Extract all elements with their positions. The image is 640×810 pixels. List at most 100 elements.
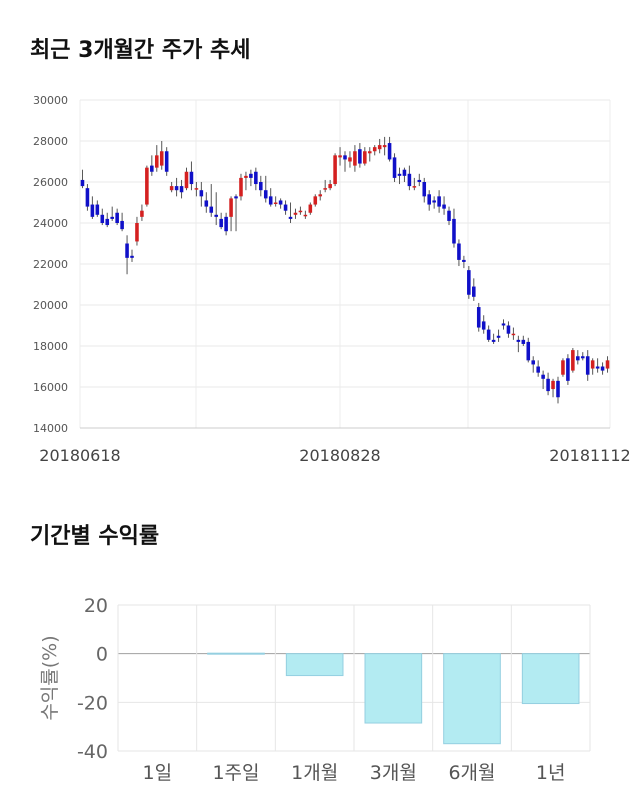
x-tick-label: 20180828 [299, 446, 380, 465]
candle-body [249, 173, 253, 178]
candle-body [353, 151, 357, 166]
candle-body [397, 173, 402, 176]
returns-chart-title: 기간별 수익률 [30, 524, 160, 549]
candle-body [462, 259, 466, 262]
price-chart-title: 최근 3개월간 주가 추세 [30, 38, 251, 63]
candle-body [100, 214, 105, 223]
y-tick-label: 18000 [33, 340, 68, 353]
candle-body [437, 196, 441, 207]
candle-body [145, 167, 149, 205]
candle-body [130, 255, 134, 258]
candle-body [427, 194, 431, 205]
candle-body [501, 323, 506, 326]
candle-body [585, 356, 590, 375]
x-tick-label: 3개월 [370, 762, 417, 784]
candle-body [283, 204, 288, 211]
candle-body [580, 356, 585, 359]
candle-body [229, 198, 233, 217]
candle-body [209, 206, 214, 213]
candle-body [516, 339, 521, 342]
candle-body [199, 190, 204, 197]
candle-body [343, 155, 347, 160]
candle-body [363, 151, 367, 164]
candle-body [407, 173, 412, 187]
candle-body [457, 243, 461, 260]
candle-body [278, 200, 283, 205]
candle-body [506, 325, 511, 334]
candle-body [214, 214, 218, 217]
return-bar [443, 653, 501, 745]
candle-body [268, 196, 273, 205]
return-bar [285, 653, 344, 677]
candle-body [189, 171, 194, 185]
candle-body [174, 186, 179, 191]
candle-body [600, 366, 605, 371]
candle-body [432, 200, 436, 203]
x-tick-label: 20180618 [39, 446, 120, 465]
candle-body [244, 175, 248, 178]
candle-body [571, 350, 575, 371]
candle-body [293, 212, 298, 215]
candle-body [486, 329, 491, 340]
candle-body [169, 186, 174, 191]
candle-body [303, 214, 308, 217]
candle-body [135, 223, 139, 242]
candle-body [259, 182, 263, 191]
candle-body [481, 321, 486, 330]
candle-body [328, 184, 332, 189]
y-tick-label: 28000 [33, 135, 68, 148]
period-returns-chart: 20 0 -20 -40 1일 1주일 1개월 3개월 6개월 1년 수익률(%) [39, 595, 591, 784]
candle-body [140, 210, 144, 217]
candle-body [392, 157, 397, 178]
candle-body [511, 333, 516, 336]
return-bar [364, 653, 423, 724]
x-tick-label: 1일 [143, 762, 173, 784]
y-tick-label: 26000 [33, 176, 68, 189]
candle-body [234, 196, 238, 199]
candle-body [521, 339, 526, 344]
candle-body [120, 220, 124, 230]
candle-body [452, 218, 456, 244]
candle-body [382, 145, 387, 148]
candle-body [204, 200, 209, 207]
candle-body [576, 356, 580, 361]
candle-body [566, 358, 570, 381]
candle-body [605, 360, 610, 369]
candle-body [263, 190, 268, 199]
candle-body [348, 157, 352, 162]
candle-body [358, 149, 362, 164]
y-tick-label: 22000 [33, 258, 68, 271]
candle-body [546, 378, 550, 392]
candle-body [387, 143, 392, 160]
candle-body [164, 151, 169, 172]
candle-body [402, 169, 407, 176]
y-tick-label: 20000 [33, 299, 68, 312]
candle-body [377, 145, 382, 150]
return-bar [521, 653, 580, 705]
candle-body [372, 147, 377, 152]
candle-body [491, 339, 496, 342]
x-tick-label: 1개월 [291, 762, 338, 784]
candle-body [551, 380, 555, 390]
y-tick-label: 20 [84, 595, 108, 617]
candle-body [179, 186, 184, 193]
candle-body [154, 155, 159, 168]
y-tick-label: -20 [77, 692, 108, 714]
x-tick-label: 1주일 [212, 762, 259, 784]
candle-body [367, 151, 372, 154]
candle-body [526, 341, 531, 361]
y-tick-label: 0 [96, 644, 108, 666]
candle-body [150, 165, 154, 172]
y-tick-label: -40 [77, 741, 108, 763]
candle-body [318, 194, 323, 197]
candle-body [90, 204, 95, 217]
candle-body [308, 204, 313, 213]
candle-body [105, 218, 110, 226]
x-tick-label: 1년 [536, 762, 566, 784]
candle-body [595, 366, 600, 369]
candle-body [442, 204, 446, 209]
candle-body [338, 155, 342, 158]
candle-body [417, 179, 422, 182]
y-tick-label: 14000 [33, 422, 68, 435]
candle-body [115, 212, 119, 223]
